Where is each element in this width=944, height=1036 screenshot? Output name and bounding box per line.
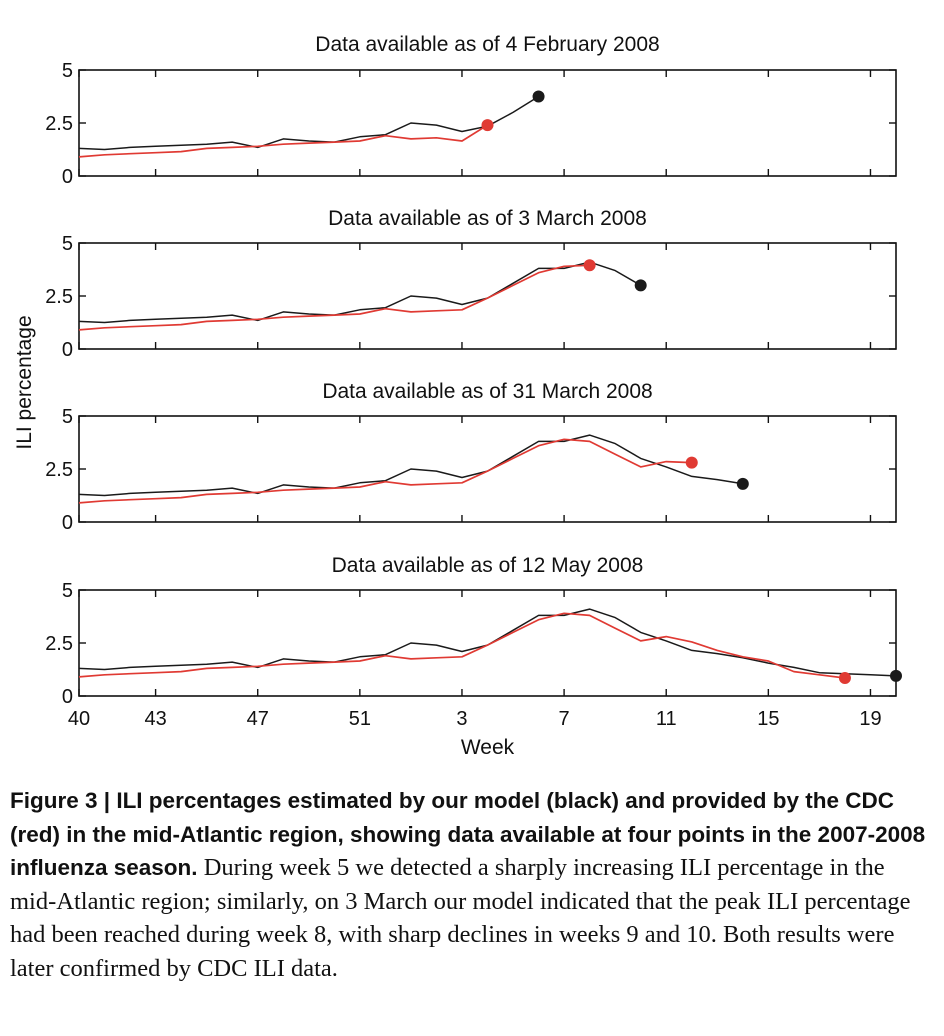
x-tick-label: 7 xyxy=(559,708,570,730)
y-tick-label: 0 xyxy=(62,166,73,188)
y-tick-label: 5 xyxy=(62,233,73,255)
chart-svg: Data available as of 4 February 2008 0 2.5… xyxy=(13,33,902,759)
caption-text: During week 5 we detected a sharply incr… xyxy=(10,854,911,982)
x-tick-label: 51 xyxy=(349,708,371,730)
cdc-line xyxy=(78,438,692,504)
x-tick-label: 47 xyxy=(247,708,269,730)
y-tick-label: 5 xyxy=(62,60,73,82)
panel-title: Data available as of 3 March 2008 xyxy=(328,207,647,230)
cdc-endpoint xyxy=(838,671,851,684)
cdc-endpoint xyxy=(481,119,494,132)
model-endpoint xyxy=(890,669,902,682)
panel-3: Data available as of 31 March 2008 0 2.5 5 xyxy=(45,380,897,534)
y-tick-label: 2.5 xyxy=(45,633,73,655)
panel-title: Data available as of 4 February 2008 xyxy=(315,33,659,56)
caption-bold: Figure 3 | ILI percentages estimated by … xyxy=(10,788,926,880)
cdc-line xyxy=(78,124,488,158)
ili-figure: Data available as of 4 February 2008 0 2.5… xyxy=(13,33,902,759)
y-axis-title: ILI percentage xyxy=(13,315,36,449)
panel-2: Data available as of 3 March 2008 0 2.5 5 xyxy=(45,207,897,361)
y-tick-label: 0 xyxy=(62,339,73,361)
model-endpoint xyxy=(532,90,545,103)
plot-frame xyxy=(78,415,897,523)
y-tick-label: 2.5 xyxy=(45,113,73,135)
model-endpoint xyxy=(736,477,749,490)
y-tick-label: 5 xyxy=(62,580,73,602)
panel-title: Data available as of 31 March 2008 xyxy=(322,380,652,403)
x-tick-label: 19 xyxy=(859,708,881,730)
y-tick-label: 0 xyxy=(62,512,73,534)
cdc-line xyxy=(78,612,846,679)
model-line xyxy=(78,95,539,151)
cdc-endpoint xyxy=(583,259,596,272)
figure-caption: Figure 3 | ILI percentages estimated by … xyxy=(10,784,930,985)
x-tick-label: 40 xyxy=(68,708,90,730)
plot-frame xyxy=(78,242,897,350)
model-endpoint xyxy=(634,279,647,292)
model-line xyxy=(78,434,743,497)
x-tick-label: 15 xyxy=(757,708,779,730)
plot-frame xyxy=(78,589,897,697)
cdc-endpoint xyxy=(685,456,698,469)
y-tick-label: 2.5 xyxy=(45,286,73,308)
x-tick-label: 43 xyxy=(144,708,166,730)
model-line xyxy=(78,261,642,324)
x-tick-label: 3 xyxy=(456,708,467,730)
panel-1: Data available as of 4 February 2008 0 2.5… xyxy=(45,33,897,188)
y-tick-label: 0 xyxy=(62,686,73,708)
cdc-line xyxy=(78,264,590,331)
model-line xyxy=(78,608,897,677)
panel-title: Data available as of 12 May 2008 xyxy=(332,554,644,577)
y-tick-label: 2.5 xyxy=(45,459,73,481)
x-tick-label: 11 xyxy=(656,708,677,730)
x-axis-title: Week xyxy=(461,736,515,759)
y-tick-label: 5 xyxy=(62,406,73,428)
